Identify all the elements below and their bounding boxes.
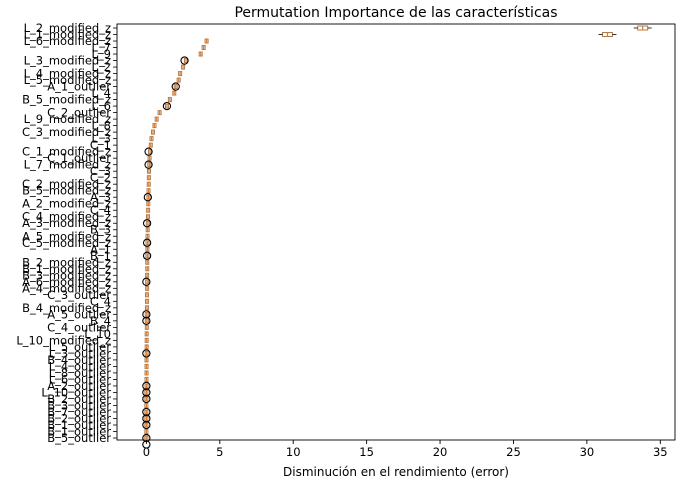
y-category-label: B_3_outlier: [47, 398, 111, 412]
y-category-label: C_2: [90, 171, 111, 185]
y-category-label: B_4_outlier: [47, 353, 111, 367]
y-axis-category-labels: L_2_modified_zL_1_modified_zL_6_modified…: [16, 21, 117, 445]
y-category-label: A_5_outlier: [47, 307, 111, 321]
y-category-label: A_3: [90, 190, 111, 204]
y-category-label: B_1_modified_z: [22, 262, 111, 276]
y-category-label: L_5_outlier: [49, 340, 112, 354]
y-category-label: C_3_outlier: [47, 288, 111, 302]
y-category-label: B_5_outlier: [47, 431, 111, 445]
y-category-label: A_2_outlier: [47, 379, 111, 393]
y-category-label: B_5_modified_z: [22, 184, 111, 198]
y-category-label: C_1_outlier: [47, 151, 111, 165]
y-category-label: B_7_outlier: [47, 405, 111, 419]
y-category-label: L_6: [92, 99, 111, 113]
y-category-label: L_8: [92, 119, 111, 133]
y-category-label: C_2_modified_z: [22, 177, 111, 191]
y-category-label: L_3_modified_z: [24, 54, 111, 68]
outlier-marker: [143, 193, 152, 202]
chart-title: Permutation Importance de las caracterís…: [234, 5, 557, 21]
outlier-marker: [180, 56, 189, 65]
x-axis-ticks: 0 5 10 15 20 25 30 35: [143, 440, 668, 459]
x-tick-label: 15: [359, 445, 374, 459]
y-category-label: A_1: [90, 242, 111, 256]
y-category-label: L_6_modified_z: [24, 34, 111, 48]
outlier-marker: [142, 238, 152, 247]
x-tick-label: 30: [580, 445, 595, 459]
y-category-label: L_5_modified_z: [24, 73, 111, 87]
outlier-marker: [142, 251, 152, 260]
y-category-label: L_6_outlier: [49, 372, 112, 386]
y-category-label: B_2_outlier: [47, 392, 111, 406]
y-category-label: L_10_outlier: [41, 385, 111, 399]
y-category-label: A_5_modified_z: [22, 229, 111, 243]
y-category-label: C_2_outlier: [47, 106, 111, 120]
y-category-label: B_3_modified_z: [22, 268, 111, 282]
y-category-label: A_6_modified_z: [22, 275, 111, 289]
x-tick-label: 10: [286, 445, 301, 459]
x-tick-label: 35: [653, 445, 668, 459]
outlier-marker: [142, 310, 151, 319]
y-category-label: A_4_modified_z: [22, 281, 111, 295]
outlier-marker: [142, 316, 151, 326]
y-category-label: C_1: [90, 138, 111, 152]
y-category-label: L_9: [92, 47, 111, 61]
y-category-label: L_8_outlier: [49, 366, 112, 380]
y-category-label: A_2_modified_z: [22, 197, 111, 211]
outlier-marker: [142, 394, 151, 404]
y-category-label: C_4_outlier: [47, 320, 111, 334]
outlier-marker: [142, 349, 151, 358]
x-tick-label: 5: [216, 445, 223, 459]
y-category-label: L_9_modified_z: [24, 112, 111, 126]
y-category-label: L_1_modified_z: [24, 28, 111, 42]
outlier-marker: [142, 219, 152, 228]
y-category-label: B_3: [90, 223, 111, 237]
y-category-label: C_4_modified_z: [22, 210, 111, 224]
y-category-label: B_1: [90, 249, 111, 263]
chart-marks: [142, 25, 652, 449]
y-category-label: B_1_outlier: [47, 424, 111, 438]
y-category-label: B_5_modified_z: [22, 93, 111, 107]
y-category-label: L_7: [92, 41, 111, 55]
y-category-label: C_3: [90, 164, 111, 178]
plot-area-frame: [116, 23, 676, 441]
outlier-marker: [144, 160, 153, 169]
outlier-marker: [142, 388, 151, 397]
outlier-marker: [142, 277, 151, 286]
y-category-label: C_1_modified_z: [22, 145, 111, 159]
outlier-marker: [142, 414, 151, 423]
y-category-label: A_1_outlier: [47, 80, 111, 94]
outlier-marker: [142, 420, 151, 430]
y-category-label: L_4_outlier: [49, 359, 112, 373]
outlier-marker: [162, 101, 172, 111]
y-category-label: A_3_modified_z: [22, 216, 111, 230]
y-category-label: C_4: [90, 294, 111, 308]
y-category-label: L_4_modified_z: [24, 67, 111, 81]
outlier-marker: [171, 82, 180, 91]
y-category-label: L_10_modified_z: [16, 333, 111, 347]
y-category-label: B_4: [90, 314, 111, 328]
y-category-label: C_4: [90, 203, 111, 217]
y-category-label: B_1_outlier: [47, 418, 111, 432]
y-category-label: L_2: [92, 60, 111, 74]
y-category-label: B_4_modified_z: [22, 301, 111, 315]
outlier-marker: [144, 147, 153, 156]
y-category-label: C_5_modified_z: [22, 236, 111, 250]
x-axis-label: Disminución en el rendimiento (error): [283, 465, 509, 479]
y-category-label: L_2_modified_z: [24, 21, 111, 35]
y-category-label: C_3_modified_z: [22, 125, 111, 139]
x-tick-label: 0: [143, 445, 150, 459]
x-tick-label: 25: [506, 445, 521, 459]
y-category-label: B_2_outlier: [47, 411, 111, 425]
x-tick-label: 20: [433, 445, 448, 459]
y-category-label: L_3_outlier: [49, 346, 112, 360]
y-category-label: B_2_modified_z: [22, 255, 111, 269]
y-category-label: L_4: [92, 86, 111, 100]
y-category-label: L_3: [92, 132, 111, 146]
outlier-marker: [142, 407, 151, 417]
outlier-marker: [142, 381, 151, 391]
y-category-label: L_7_modified_z: [24, 158, 111, 172]
y-category-label: L_10: [84, 327, 111, 341]
